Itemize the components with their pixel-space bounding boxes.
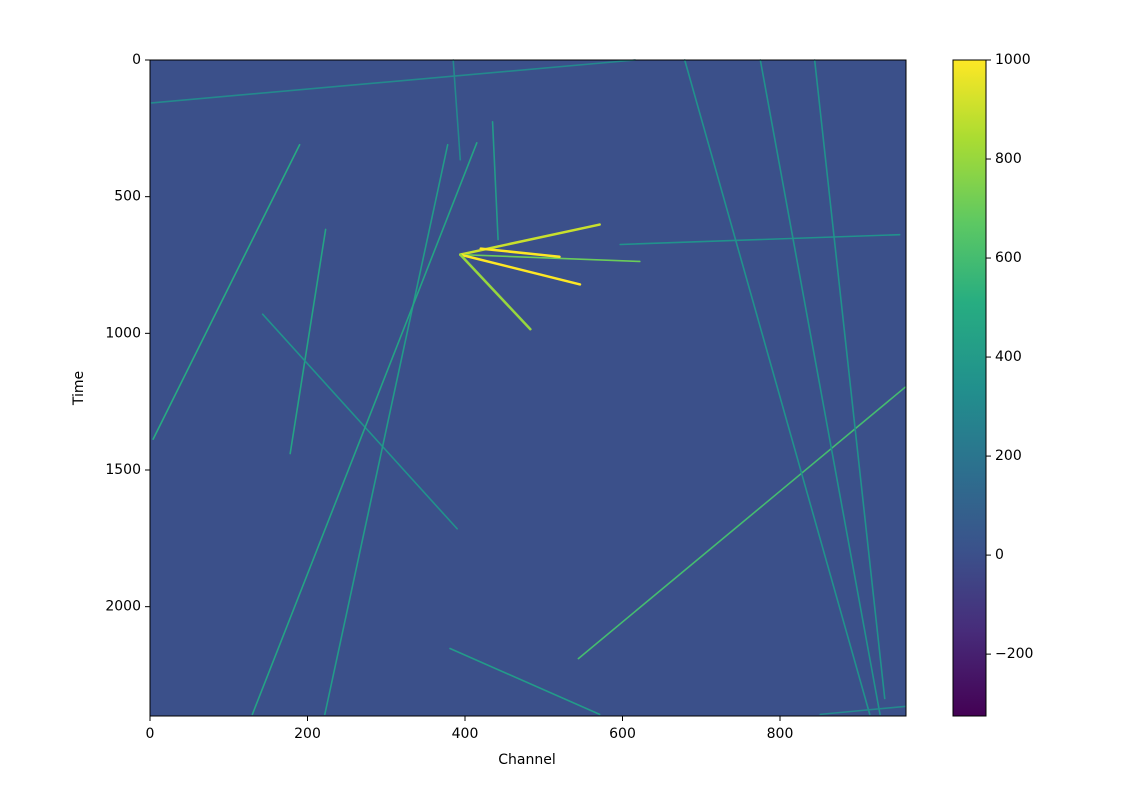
colorbar-tick-label: 0 <box>995 547 1004 563</box>
colorbar-tick-label: 800 <box>995 151 1022 167</box>
y-axis-label: Time <box>71 371 87 406</box>
track <box>759 59 881 716</box>
track <box>251 142 478 716</box>
x-tick-label: 200 <box>294 726 321 742</box>
y-tick-label: 1500 <box>105 462 141 478</box>
track <box>619 233 901 246</box>
track <box>479 247 561 259</box>
x-tick-label: 600 <box>609 726 636 742</box>
track <box>813 59 886 700</box>
colorbar-tick-label: 200 <box>995 448 1022 464</box>
track <box>819 705 907 716</box>
track <box>261 313 458 530</box>
colorbar-tick-label: −200 <box>995 646 1033 662</box>
track <box>459 253 641 263</box>
track <box>459 253 582 286</box>
x-tick-label: 400 <box>452 726 479 742</box>
y-tick-label: 2000 <box>105 599 141 615</box>
x-tick-label: 800 <box>767 726 794 742</box>
plot-frame <box>149 59 907 717</box>
image-background <box>150 60 906 716</box>
x-tick-label: 0 <box>146 726 155 742</box>
y-tick-label: 1000 <box>105 325 141 341</box>
track <box>577 386 907 660</box>
track <box>150 59 636 104</box>
track <box>152 143 301 440</box>
colorbar <box>952 59 987 717</box>
x-axis-label: Channel <box>498 752 555 768</box>
colorbar-tick-label: 400 <box>995 349 1022 365</box>
colorbar-tick-label: 600 <box>995 250 1022 266</box>
track <box>452 59 462 161</box>
track <box>449 647 601 716</box>
track <box>324 143 449 716</box>
track <box>289 228 327 455</box>
track <box>683 59 871 716</box>
colorbar-tick-label: 1000 <box>995 52 1031 68</box>
track <box>459 253 532 331</box>
y-tick-label: 0 <box>132 52 141 68</box>
y-tick-label: 500 <box>114 189 141 205</box>
track <box>491 120 499 241</box>
